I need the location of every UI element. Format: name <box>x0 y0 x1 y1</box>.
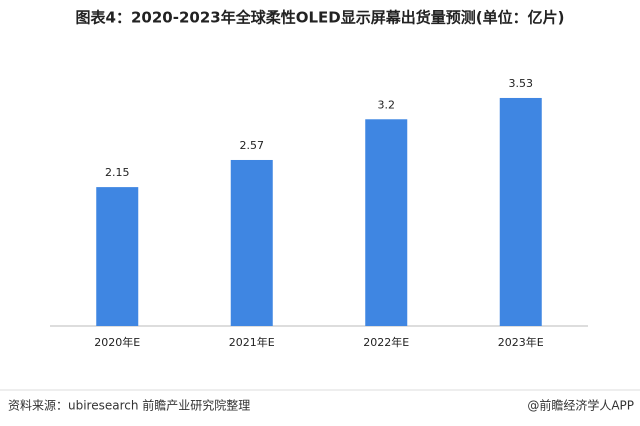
bar <box>96 187 139 326</box>
value-label: 3.53 <box>509 77 534 90</box>
x-tick-label: 2021年E <box>229 335 275 349</box>
value-label: 2.57 <box>240 139 265 152</box>
value-label: 2.15 <box>105 166 130 179</box>
credit: @前瞻经济学人APP <box>527 398 634 413</box>
bar <box>499 97 542 326</box>
value-label: 3.2 <box>378 98 396 111</box>
bar <box>230 159 273 326</box>
x-tick-label: 2020年E <box>94 335 140 349</box>
bar <box>365 119 408 326</box>
x-tick-label: 2022年E <box>363 335 409 349</box>
chart-title: 图表4：2020-2023年全球柔性OLED显示屏幕出货量预测(单位：亿片) <box>76 9 565 27</box>
source: 资料来源：ubiresearch 前瞻产业研究院整理 <box>8 398 250 413</box>
x-tick-label: 2023年E <box>498 335 544 349</box>
